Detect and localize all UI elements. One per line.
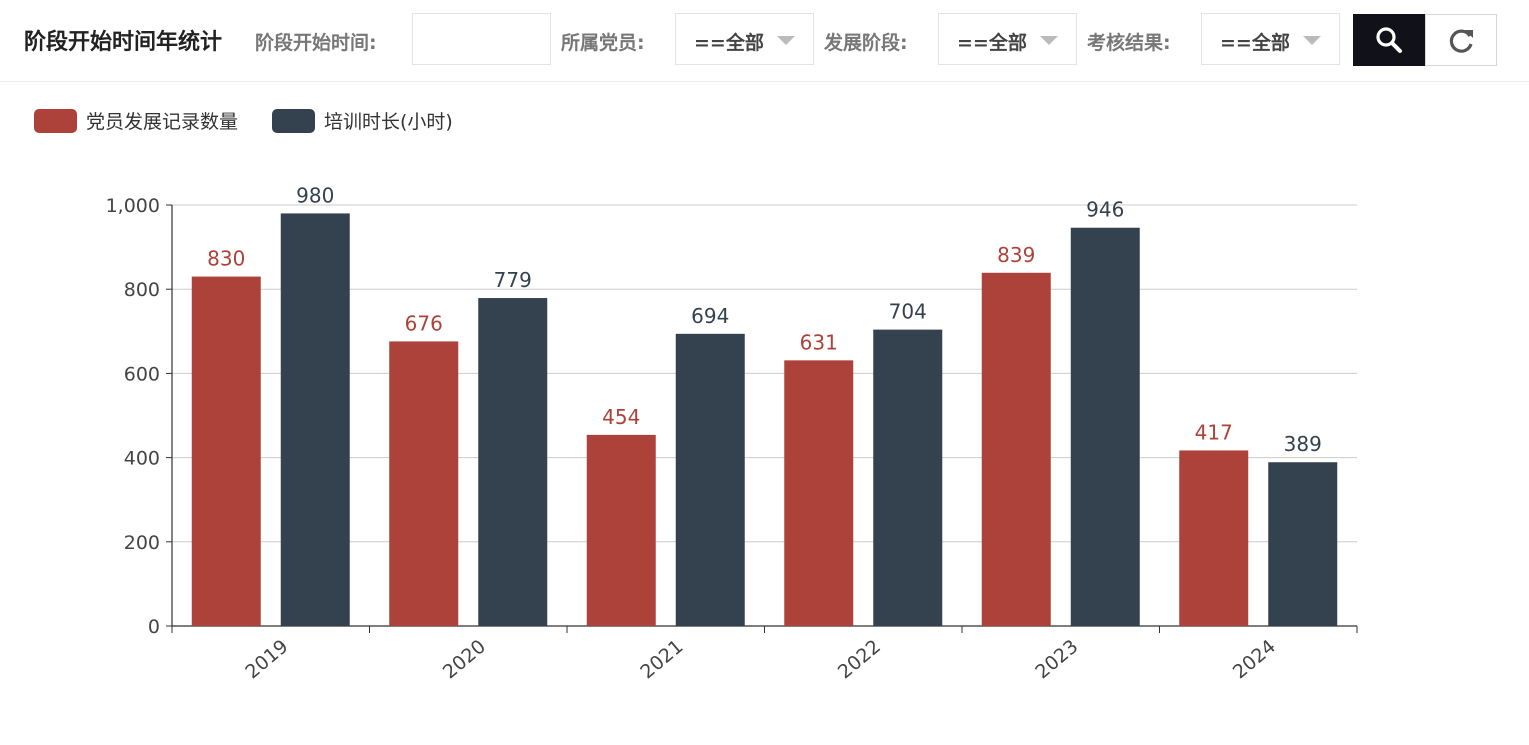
chevron-down-icon	[1040, 36, 1058, 45]
member-select[interactable]: ==全部	[675, 13, 814, 65]
data-label-series-1: 676	[405, 311, 443, 335]
x-tick-label: 2020	[439, 635, 490, 683]
member-select-value: ==全部	[694, 32, 764, 54]
x-tick-label: 2023	[1031, 635, 1082, 683]
bar-series-2	[1070, 227, 1140, 626]
result-select-value: ==全部	[1220, 32, 1290, 54]
y-tick-label: 200	[124, 532, 160, 554]
x-tick-label: 2021	[636, 635, 687, 683]
bar-series-2	[478, 298, 548, 626]
legend-label-series-2: 培训时长(小时)	[324, 111, 453, 133]
legend-swatch-series-2	[272, 109, 315, 133]
bar-series-1	[586, 434, 656, 626]
reset-button[interactable]	[1425, 14, 1497, 66]
data-label-series-1: 454	[602, 405, 640, 429]
legend-label-series-1: 党员发展记录数量	[86, 111, 239, 133]
start-time-label: 阶段开始时间:	[255, 32, 377, 54]
bar-series-2	[280, 213, 350, 627]
filter-toolbar: 阶段开始时间年统计 阶段开始时间: 所属党员: ==全部 发展阶段: ==全部 …	[0, 0, 1529, 82]
data-label-series-2: 980	[296, 183, 334, 207]
stage-select[interactable]: ==全部	[938, 13, 1077, 65]
refresh-icon	[1449, 29, 1473, 53]
bar-series-2	[873, 329, 943, 626]
member-label: 所属党员:	[561, 32, 645, 54]
y-tick-label: 400	[124, 448, 160, 470]
bar-series-1	[784, 360, 854, 626]
data-label-series-1: 830	[207, 247, 245, 271]
start-time-input[interactable]	[412, 13, 551, 65]
y-tick-label: 800	[124, 279, 160, 301]
data-label-series-1: 839	[997, 243, 1035, 267]
x-tick-label: 2022	[834, 635, 885, 683]
data-label-series-2: 694	[691, 304, 729, 328]
chevron-down-icon	[777, 36, 795, 45]
bar-series-1	[389, 341, 459, 626]
bar-series-1	[981, 272, 1051, 626]
search-button[interactable]	[1353, 14, 1425, 66]
y-tick-label: 0	[148, 616, 160, 638]
data-label-series-2: 779	[494, 268, 532, 292]
bar-series-1	[191, 276, 261, 626]
legend-swatch-series-1	[34, 109, 77, 133]
search-icon	[1376, 27, 1402, 53]
data-label-series-2: 704	[889, 300, 927, 324]
bar-series-2	[675, 333, 745, 626]
result-label: 考核结果:	[1087, 32, 1171, 54]
data-label-series-1: 631	[800, 330, 838, 354]
result-select[interactable]: ==全部	[1201, 13, 1340, 65]
data-label-series-2: 389	[1284, 432, 1322, 456]
chevron-down-icon	[1303, 36, 1321, 45]
stage-label: 发展阶段:	[824, 32, 908, 54]
x-tick-label: 2024	[1229, 635, 1280, 683]
y-tick-label: 1,000	[106, 195, 160, 217]
y-tick-label: 600	[124, 363, 160, 385]
data-label-series-1: 417	[1195, 420, 1233, 444]
data-label-series-2: 946	[1086, 198, 1124, 222]
page-title: 阶段开始时间年统计	[24, 30, 223, 55]
x-tick-label: 2019	[241, 635, 292, 683]
stage-select-value: ==全部	[957, 32, 1027, 54]
bar-series-1	[1179, 450, 1249, 626]
bar-series-2	[1268, 462, 1338, 626]
